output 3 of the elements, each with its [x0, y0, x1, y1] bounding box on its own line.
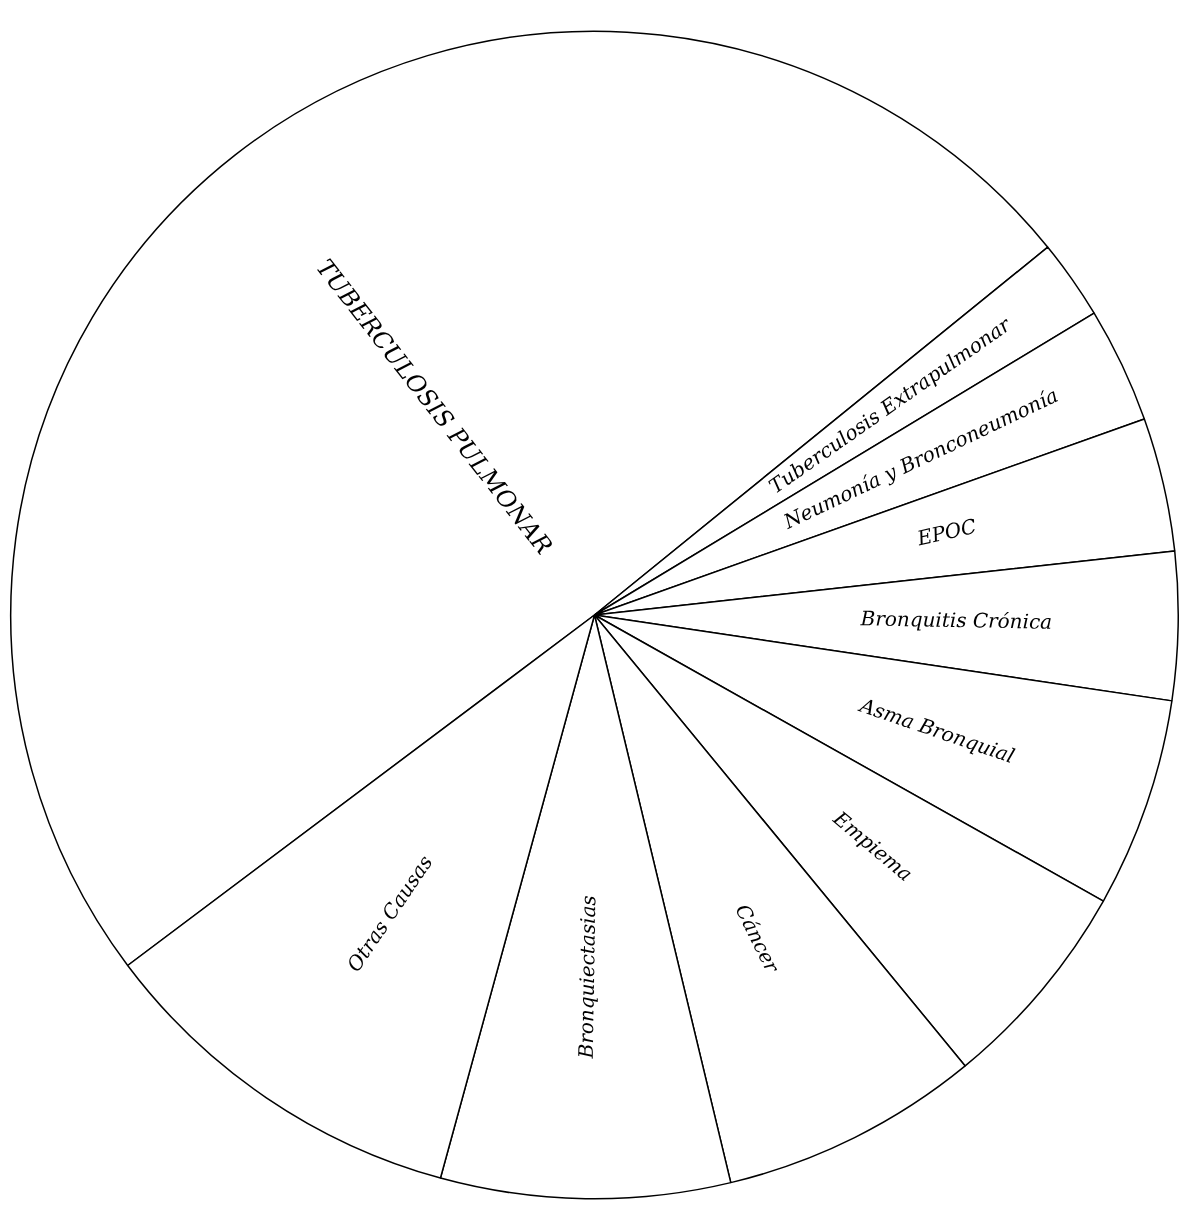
slice-label: EPOC [914, 513, 979, 551]
slice-label: Bronquiectasias [573, 895, 601, 1060]
slice-label: Bronquitis Crónica [859, 606, 1053, 634]
